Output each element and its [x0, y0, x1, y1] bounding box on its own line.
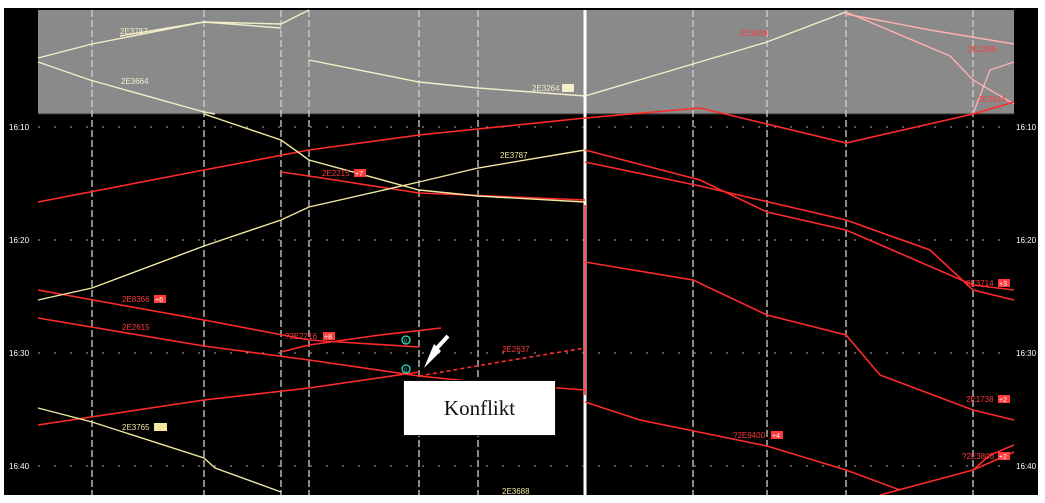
train-badge	[323, 332, 335, 340]
train-label[interactable]: 2E3714	[966, 279, 994, 288]
train-line	[37, 289, 420, 348]
train-label[interactable]: 2E3765	[122, 423, 150, 432]
train-label[interactable]: 2E8366	[122, 295, 150, 304]
train-line	[584, 161, 1015, 301]
time-label-left-2: 16:20	[9, 236, 30, 245]
time-label-right-2: 16:20	[1016, 236, 1037, 245]
train-badge-text: +2	[999, 397, 1007, 404]
train-line	[584, 149, 1015, 291]
time-label-left-4: 16:40	[9, 462, 30, 471]
train-badge-text: +4	[772, 433, 780, 440]
overview-train-line	[845, 13, 1015, 45]
conflict-label: Konflikt	[443, 395, 516, 420]
train-badge	[771, 431, 783, 439]
train-line	[280, 327, 442, 353]
train-label[interactable]: 2E3264	[532, 84, 560, 93]
train-label[interactable]: 2E2215	[322, 169, 350, 178]
train-label[interactable]: ?2E9400	[733, 431, 766, 440]
train-label[interactable]: 2E3787	[120, 27, 148, 36]
overlap-marker[interactable]	[401, 335, 411, 345]
train-label[interactable]: 2E3664	[121, 77, 149, 86]
train-badge-text: +6	[155, 297, 163, 304]
overview-train-line	[119, 21, 282, 37]
train-badge-text: +7	[355, 171, 363, 178]
overlap-marker[interactable]	[401, 364, 411, 374]
train-label[interactable]: 2E2637	[502, 345, 530, 354]
time-label-right-3: 16:30	[1016, 349, 1037, 358]
overlap-marker-label: 0	[404, 368, 408, 374]
time-label-left-1: 16:10	[9, 123, 30, 132]
time-label-right-4: 16:40	[1016, 462, 1037, 471]
time-label-right-1: 16:10	[1016, 123, 1037, 132]
train-line	[972, 444, 1015, 471]
train-label[interactable]: 2E3787	[500, 151, 528, 160]
train-badge	[562, 84, 574, 92]
train-line	[37, 371, 420, 426]
overview-train-line	[308, 11, 847, 97]
conflict-callout: Konflikt	[403, 380, 556, 436]
station-strip	[4, 495, 1038, 503]
overlap-marker-label: 0	[404, 339, 408, 345]
train-label[interactable]: ?2E2216	[285, 332, 318, 341]
train-badge	[998, 395, 1010, 403]
train-label[interactable]: ?2E3808	[962, 452, 995, 461]
train-badge	[154, 295, 166, 303]
train-label[interactable]: 2E1288	[968, 45, 996, 54]
overview-train-line	[37, 61, 216, 115]
train-badge-text: +8	[324, 334, 332, 341]
right-axis-strip	[1014, 8, 1038, 495]
train-label[interactable]: 2E2615	[122, 323, 150, 332]
train-badge	[154, 423, 167, 431]
train-badge-text: +2	[999, 454, 1007, 461]
train-label[interactable]: 2E3614	[978, 95, 1006, 104]
train-line	[584, 261, 1015, 421]
train-badge	[998, 452, 1010, 460]
train-badge	[354, 169, 366, 177]
left-axis-strip	[4, 8, 38, 495]
train-line	[280, 171, 586, 201]
overview-band	[38, 10, 1014, 114]
train-line	[584, 101, 1015, 144]
train-badge	[998, 279, 1010, 287]
train-label[interactable]: 2E3639	[740, 29, 768, 38]
time-label-left-3: 16:30	[9, 349, 30, 358]
train-line-yellow	[37, 407, 282, 493]
train-line	[584, 401, 901, 491]
train-line-yellow	[37, 149, 586, 301]
train-label[interactable]: 2E3688	[502, 487, 530, 496]
overview-train-line	[972, 61, 1015, 115]
train-label[interactable]: 2E1738	[966, 395, 994, 404]
arrow-pointer-icon	[424, 334, 450, 368]
overview-train-line	[845, 11, 1015, 105]
train-badge-text: +3	[999, 281, 1007, 288]
train-line	[37, 117, 586, 203]
